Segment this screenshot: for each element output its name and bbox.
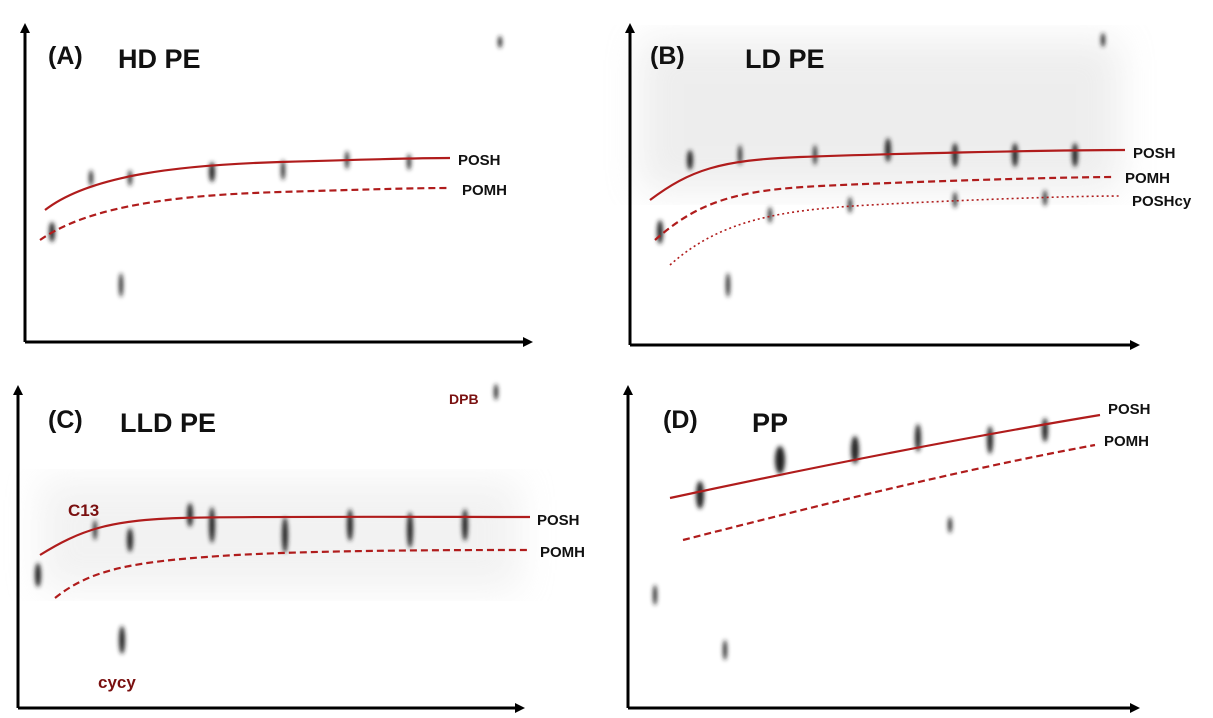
panel-label: (C) bbox=[48, 406, 83, 434]
panel-a: (A) HD PE POSH POMH bbox=[20, 23, 533, 347]
panel-d: (D) PP POSH POMH bbox=[623, 385, 1151, 713]
panel-label: (D) bbox=[663, 406, 698, 434]
curve-label: POSH bbox=[537, 512, 580, 529]
annotation: cycy bbox=[98, 673, 136, 692]
curve-label: POMH bbox=[1125, 170, 1170, 187]
curve-posh bbox=[44, 156, 451, 211]
spots bbox=[657, 33, 1105, 297]
curve-label: POMH bbox=[1104, 433, 1149, 450]
panel-c: (C) LLD PE POSH POMH C13 cycy DPB bbox=[13, 384, 585, 713]
curve-poshcy bbox=[669, 195, 1121, 266]
panel-title: LLD PE bbox=[120, 408, 216, 438]
curve-label: POMH bbox=[540, 544, 585, 561]
curve-pomh bbox=[54, 548, 531, 599]
spots bbox=[49, 36, 502, 297]
curve-label: POSHcy bbox=[1132, 193, 1192, 210]
panel-b: (B) LD PE POSH POMH POSHcy bbox=[625, 23, 1192, 350]
spots bbox=[653, 418, 1048, 660]
curve-pomh bbox=[682, 443, 1096, 542]
curve-pomh bbox=[39, 186, 451, 241]
curve-label: POSH bbox=[1133, 145, 1176, 162]
panel-label: (B) bbox=[650, 42, 685, 70]
curve-label: POSH bbox=[458, 152, 501, 169]
annotation: DPB bbox=[449, 391, 479, 407]
haze bbox=[40, 480, 520, 590]
curve-pomh bbox=[654, 175, 1116, 241]
curve-posh bbox=[669, 413, 1101, 500]
panel-title: HD PE bbox=[118, 44, 201, 74]
panel-label: (A) bbox=[48, 42, 83, 70]
curve-posh bbox=[39, 515, 531, 556]
curve-posh bbox=[649, 148, 1126, 201]
curve-label: POMH bbox=[462, 182, 507, 199]
panel-title: LD PE bbox=[745, 44, 825, 74]
panel-title: PP bbox=[752, 408, 788, 438]
annotation: C13 bbox=[68, 501, 99, 520]
curve-label: POSH bbox=[1108, 401, 1151, 418]
